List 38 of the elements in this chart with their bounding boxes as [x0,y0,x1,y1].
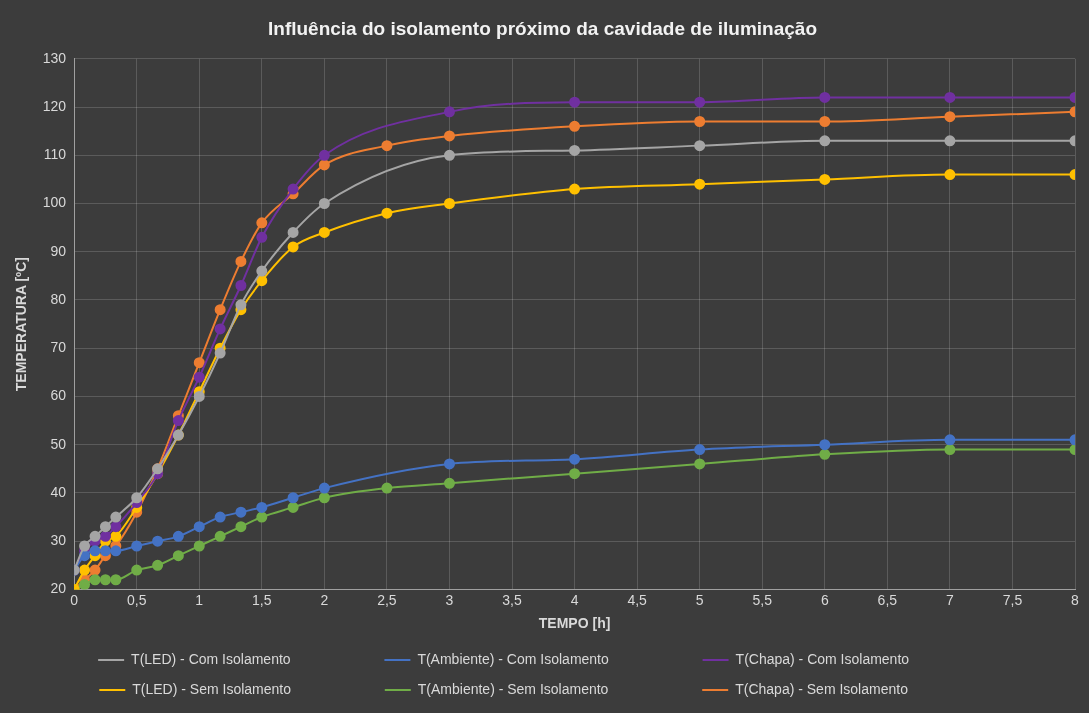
x-tick-label: 4 [570,591,579,608]
x-tick-label: 5,5 [752,591,773,608]
x-tick-label: 7,5 [1002,591,1023,608]
x-tick-label: 6,5 [877,591,898,608]
x-tick-label: 1,5 [252,591,272,608]
y-tick-label: 20 [50,580,67,597]
y-tick-label: 110 [43,146,67,163]
x-tick-label: 8 [1071,591,1080,608]
x-tick-label: 7 [946,591,954,608]
x-tick-label: 2 [320,591,329,608]
y-tick-label: 130 [42,49,67,66]
chart-title: Influência do isolamento próximo da cavidade de iluminação [267,17,818,39]
y-tick-label: 40 [50,483,67,500]
y-tick-label: 50 [50,435,67,452]
x-tick-label: 3 [445,591,454,608]
y-tick-label: 90 [50,242,67,259]
x-tick-label: 4,5 [627,591,648,608]
legend-label: T(LED) - Com Isolamento [131,650,369,667]
x-tick-label: 6 [820,591,829,608]
legend-label: T(Chapa) - Sem Isolamento [735,680,986,697]
legend-label: T(Chapa) - Com Isolamento [735,650,987,667]
y-tick-label: 60 [50,387,67,404]
legend-label: T(Ambiente) - Com Isolamento [417,650,687,667]
legend-label: T(Ambiente) - Sem Isolamento [417,680,687,697]
x-tick-label: 1 [195,591,204,608]
x-tick-label: 2,5 [377,591,397,608]
x-tick-label: 5 [695,591,704,608]
y-tick-label: 120 [42,97,67,114]
x-tick-label: 0,5 [126,591,147,608]
x-tick-label: 3,5 [502,591,522,608]
x-axis-title: TEMPO [h] [538,615,611,632]
y-tick-label: 70 [50,339,67,356]
y-tick-label: 30 [50,532,67,549]
legend-label: T(LED) - Sem Isolamento [132,680,369,697]
y-tick-label: 100 [42,194,67,211]
y-axis-title: TEMPERATURA [ºC] [13,256,30,392]
y-tick-label: 80 [50,290,67,307]
x-tick-label: 0 [70,591,79,608]
